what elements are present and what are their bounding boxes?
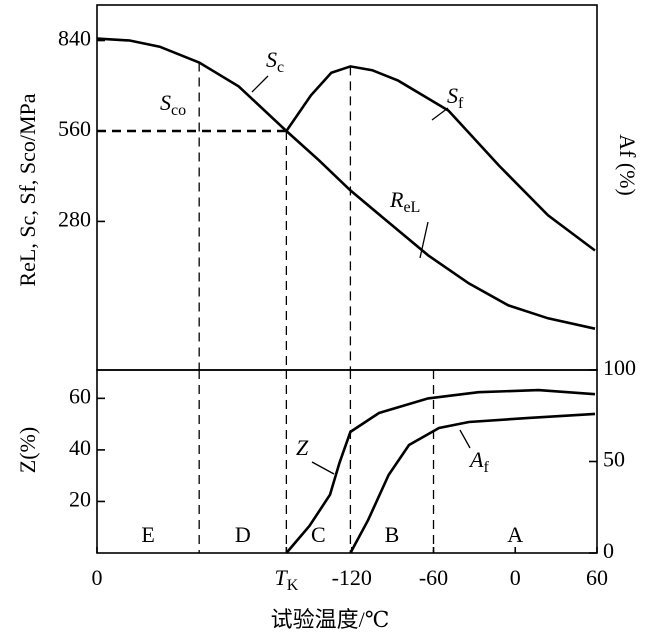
leader [251, 75, 269, 93]
region-label: A [507, 522, 523, 547]
x-tick-label: 0 [510, 565, 521, 590]
annotation: Z [296, 435, 309, 460]
y2-axis-label: Af (%) [615, 134, 640, 196]
leader [459, 429, 471, 449]
y2-tick-label: 0 [603, 538, 614, 563]
y2-tick-label: 100 [603, 355, 636, 380]
z-axis-label: Z(%) [15, 427, 40, 473]
annotation: Sf [447, 83, 464, 112]
x-tick-label: -120 [332, 565, 372, 590]
region-label: B [385, 522, 400, 547]
annotation: Af [468, 447, 489, 476]
region-label: D [235, 522, 251, 547]
x-tick-label: -60 [419, 565, 448, 590]
annotation: Sc [266, 47, 284, 76]
line [349, 412, 596, 554]
leader [311, 461, 335, 475]
y-tick-label: 560 [58, 116, 91, 141]
y-tick-label: 20 [69, 486, 91, 511]
line [285, 388, 596, 554]
y-tick-label: 40 [69, 435, 91, 460]
line [285, 65, 596, 252]
y-tick-label: 840 [58, 26, 91, 51]
annotation: Sco [160, 90, 186, 119]
x-axis-label: 试验温度/℃ [271, 607, 390, 632]
x-tick-label: TK [274, 565, 298, 594]
x-tick-label: 0 [92, 565, 103, 590]
y-tick-label: 280 [58, 206, 91, 231]
annotation: ReL [389, 187, 420, 216]
region-label: E [141, 522, 154, 547]
leader [419, 221, 429, 259]
x-tick-label: 60 [586, 565, 608, 590]
y2-tick-label: 50 [603, 447, 625, 472]
region-label: C [311, 522, 326, 547]
y-tick-label: 60 [69, 383, 91, 408]
y-axis-label: ReL, Sc, Sf, Sco/MPa [15, 93, 40, 286]
line [96, 37, 596, 330]
